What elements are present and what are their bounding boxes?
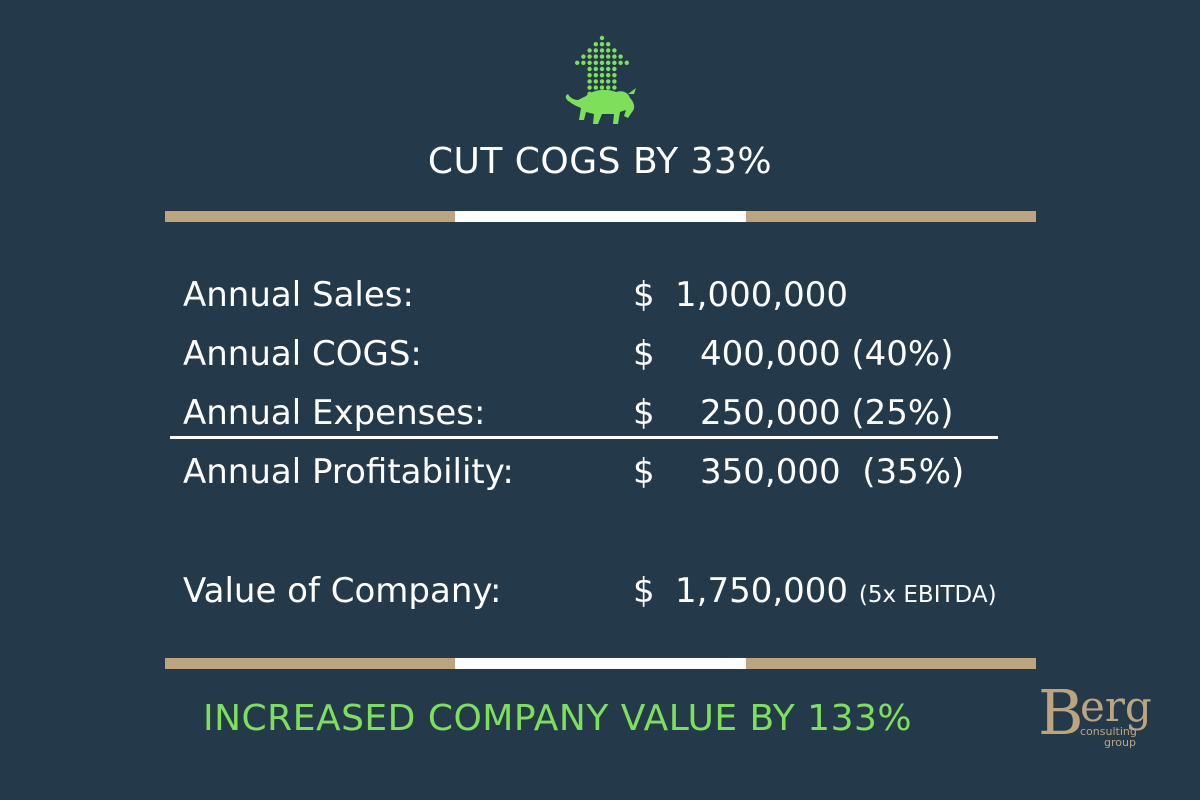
divider-segment-gold (745, 658, 1036, 669)
row-dollar: $ (633, 275, 655, 315)
divider-segment-gold (165, 658, 456, 669)
sum-rule (170, 436, 998, 439)
row-annual-cogs: Annual COGS: $ 400,000 (40%) (183, 329, 1083, 379)
row-amount: 1,000,000 (675, 275, 849, 315)
row-amount: 1,750,000 (5x EBITDA) (675, 566, 997, 620)
value-amount: 1,750,000 (675, 571, 849, 611)
value-note: (5x EBITDA) (858, 582, 997, 608)
row-dollar: $ (633, 393, 655, 433)
divider-segment-white (455, 658, 746, 669)
divider-segment-gold (165, 211, 456, 222)
row-label: Annual Profitability: (183, 452, 514, 492)
brand-initial: B (1038, 676, 1084, 749)
row-label: Annual COGS: (183, 334, 422, 374)
divider-segment-gold (745, 211, 1036, 222)
row-amount: 350,000 (35%) (700, 452, 965, 492)
brand-rest: erg (1080, 682, 1152, 731)
divider-top (165, 211, 1036, 222)
row-label: Annual Sales: (183, 275, 414, 315)
row-dollar: $ (633, 571, 655, 611)
row-label: Value of Company: (183, 571, 502, 611)
row-annual-profitability: Annual Profitability: $ 350,000 (35%) (183, 447, 1083, 497)
row-label: Annual Expenses: (183, 393, 486, 433)
row-amount: 400,000 (40%) (700, 334, 954, 374)
brand-line2: group (1104, 736, 1136, 749)
row-annual-expenses: Annual Expenses: $ 250,000 (25%) (183, 388, 1083, 438)
bull-arrow-icon (565, 35, 636, 124)
headline: CUT COGS BY 33% (427, 141, 773, 182)
berg-logo: B erg consulting group (1036, 678, 1164, 760)
brand-line1: consulting (1080, 725, 1137, 738)
divider-bottom (165, 658, 1036, 669)
row-value-of-company: Value of Company: $ 1,750,000 (5x EBITDA… (183, 566, 1083, 616)
row-annual-sales: Annual Sales: $ 1,000,000 (183, 270, 1083, 320)
conclusion: INCREASED COMPANY VALUE BY 133% (203, 698, 913, 739)
divider-segment-white (455, 211, 746, 222)
row-dollar: $ (633, 452, 655, 492)
row-dollar: $ (633, 334, 655, 374)
row-amount: 250,000 (25%) (700, 393, 954, 433)
